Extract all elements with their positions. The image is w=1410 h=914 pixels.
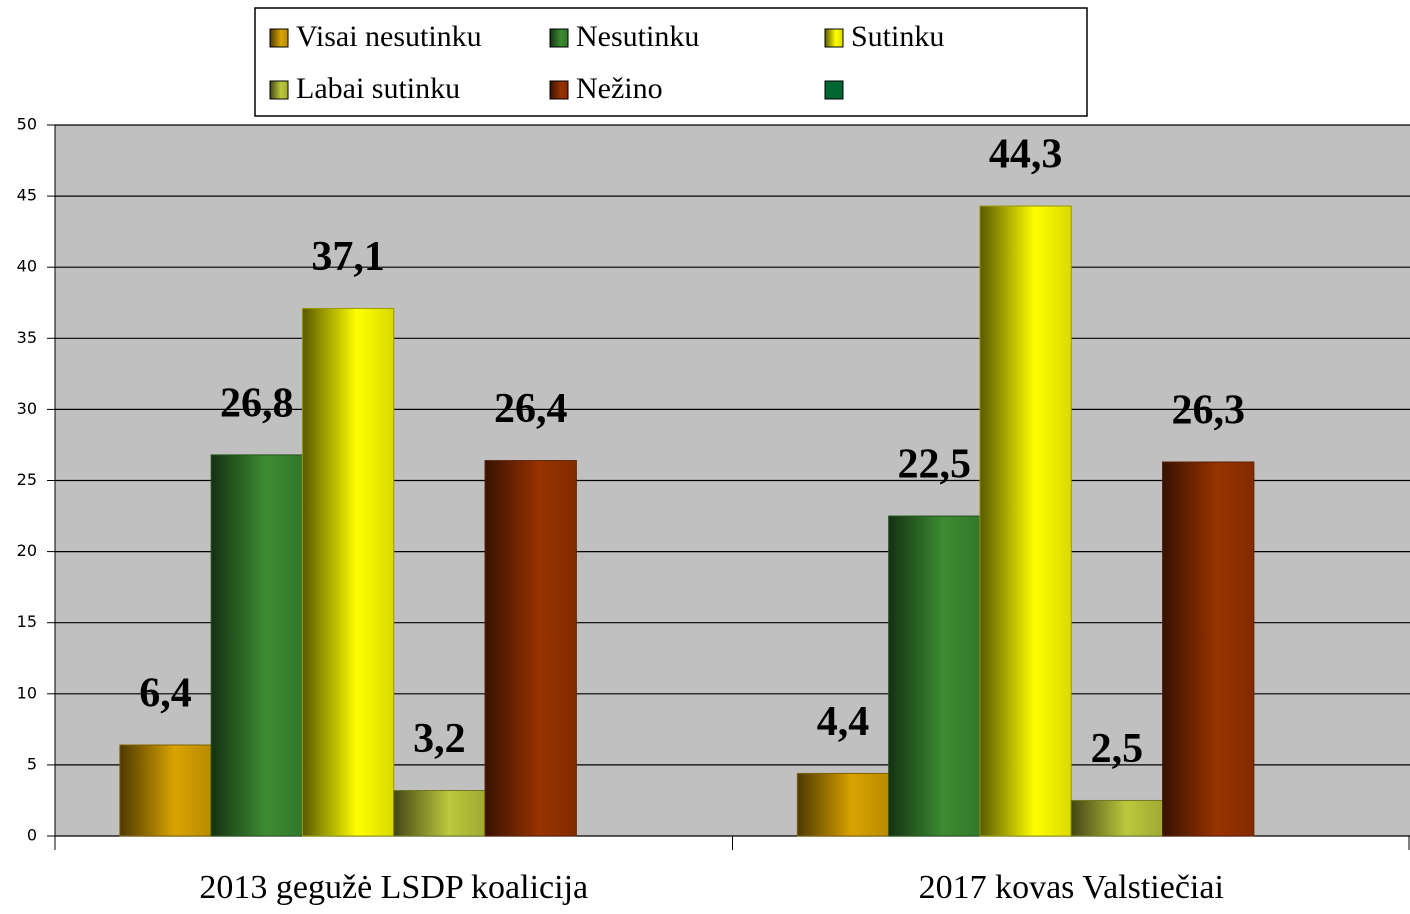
- value-label: 6,4: [139, 671, 192, 717]
- value-label: 37,1: [311, 234, 385, 280]
- legend-swatch: [824, 80, 844, 100]
- bar: [888, 515, 981, 837]
- y-tick-label: 40: [17, 257, 37, 276]
- legend-swatch: [269, 28, 289, 48]
- bar: [796, 772, 890, 837]
- legend: [254, 7, 1088, 117]
- bar: [301, 307, 395, 837]
- y-tick-label: 25: [17, 470, 37, 489]
- bar: [1162, 461, 1255, 837]
- x-tick-label: 2013 gegužė LSDP koalicija: [199, 869, 588, 906]
- y-tick-label: 45: [17, 186, 37, 205]
- y-tick-label: 30: [17, 399, 37, 418]
- y-tick-label: 10: [17, 683, 37, 702]
- value-label: 44,3: [989, 132, 1063, 178]
- value-label: 26,3: [1171, 388, 1245, 434]
- value-label: 26,8: [220, 381, 294, 427]
- bar: [393, 789, 486, 837]
- y-tick-label: 50: [17, 115, 37, 134]
- value-label: 26,4: [494, 386, 568, 432]
- x-tick-label: 2017 kovas Valstiečiai: [919, 869, 1224, 906]
- y-tick-label: 15: [17, 612, 37, 631]
- bar: [979, 205, 1072, 837]
- legend-swatch: [549, 28, 569, 48]
- value-label: 4,4: [817, 699, 870, 745]
- value-label: 3,2: [413, 716, 466, 762]
- legend-label: Nežino: [576, 72, 663, 105]
- bar: [484, 460, 577, 837]
- legend-label: Nesutinku: [576, 20, 699, 53]
- bar: [1070, 799, 1164, 837]
- legend-label: Visai nesutinku: [296, 20, 482, 53]
- value-label: 22,5: [898, 442, 972, 488]
- bar: [119, 744, 212, 837]
- y-tick-label: 0: [27, 826, 37, 845]
- legend-swatch: [549, 80, 569, 100]
- y-tick-label: 5: [27, 754, 37, 773]
- legend-swatch: [824, 28, 844, 48]
- bar: [210, 454, 303, 837]
- legend-swatch: [269, 80, 289, 100]
- y-tick-label: 35: [17, 328, 37, 347]
- value-label: 2,5: [1091, 726, 1144, 772]
- y-tick-label: 20: [17, 541, 37, 560]
- legend-label: Sutinku: [851, 20, 944, 53]
- legend-label: Labai sutinku: [296, 72, 460, 105]
